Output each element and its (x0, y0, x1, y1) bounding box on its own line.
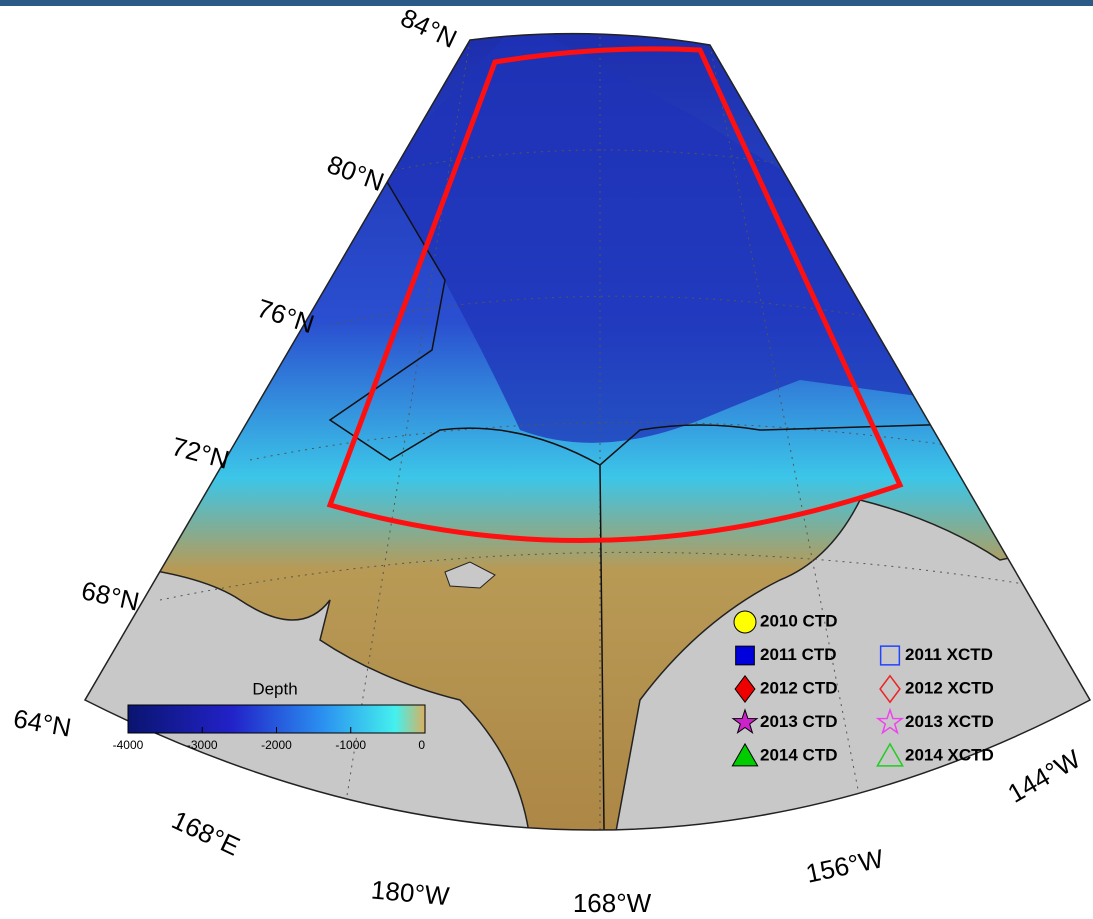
legend-label: 2011 XCTD (905, 645, 993, 664)
latitude-label: 84°N (396, 2, 461, 54)
legend-label: 2011 CTD (760, 645, 837, 664)
latitude-label: 80°N (323, 149, 388, 197)
longitude-label: 156°W (803, 843, 886, 889)
legend-label: 2010 CTD (760, 611, 837, 630)
longitude-label: 180°W (370, 875, 451, 912)
legend-label: 2014 CTD (760, 745, 837, 764)
colorbar-tick-label: -3000 (187, 738, 218, 752)
legend-label: 2012 CTD (760, 678, 837, 697)
colorbar-tick-label: -4000 (113, 738, 144, 752)
map-figure: Depth 84°N 80°N 76°N 72°N 68°N 64°N 168°E 180°W… (0, 0, 1093, 919)
top-strip (0, 0, 1093, 6)
latitude-label: 76°N (253, 293, 318, 339)
colorbar-title: Depth (252, 679, 297, 698)
legend-label: 2014 XCTD (905, 745, 994, 764)
latitude-label: 72°N (169, 431, 233, 475)
legend-label: 2013 XCTD (905, 712, 994, 731)
colorbar-tick-label: 0 (418, 738, 425, 752)
legend-label: 2013 CTD (760, 712, 837, 731)
page: Depth 84°N 80°N 76°N 72°N 68°N 64°N 168°E 180°W… (0, 0, 1093, 919)
legend-marker (736, 646, 755, 665)
longitude-label: 168°W (573, 888, 652, 918)
longitude-label: 144°W (1003, 743, 1086, 808)
map-body (0, 0, 1093, 919)
latitude-label: 68°N (79, 575, 142, 616)
colorbar-tick-label: -2000 (261, 738, 292, 752)
legend-label: 2012 XCTD (905, 678, 994, 697)
longitude-label: 168°E (167, 804, 244, 861)
latitude-label: 64°N (11, 703, 73, 743)
legend-marker (734, 611, 756, 633)
colorbar-tick-label: -1000 (335, 738, 366, 752)
